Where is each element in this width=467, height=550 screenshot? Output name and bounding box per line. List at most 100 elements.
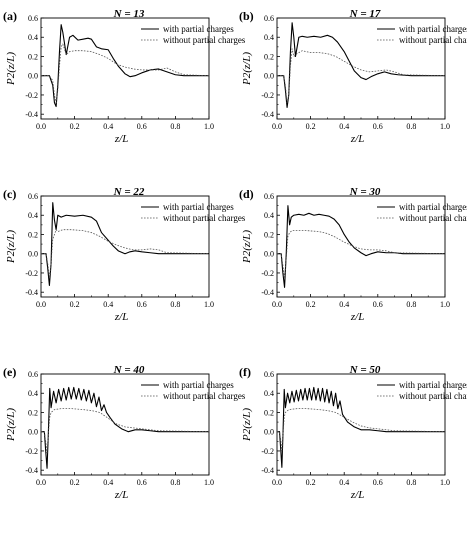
x-tick-label: 0.4: [103, 300, 113, 309]
chart-panel: (a) N = 13 0.0 0.2 0.4 0.6 0.8 1.0 -0.4 -0.2 0.0 0.…: [3, 8, 246, 145]
y-tick-label: 0.0: [28, 250, 38, 259]
x-tick-label: 0.4: [103, 478, 113, 487]
series-without-partial-charges: [277, 408, 445, 452]
legend-label-with: with partial charges: [399, 380, 467, 390]
x-axis-title: z/L: [114, 311, 128, 323]
series-with-partial-charges: [277, 205, 445, 288]
panel-letter: (c): [3, 187, 16, 201]
x-tick-label: 0.4: [339, 478, 349, 487]
x-axis-title: z/L: [350, 489, 364, 501]
y-tick-label: 0.0: [28, 72, 38, 81]
x-axis-title: z/L: [114, 133, 128, 145]
y-axis-title: P2(z/L): [241, 408, 253, 442]
x-tick-label: 0.8: [406, 122, 416, 131]
x-tick-label: 0.6: [373, 122, 383, 131]
legend-label-without: without partial charges: [163, 391, 246, 401]
y-tick-label: -0.2: [25, 269, 38, 278]
x-tick-label: 0.8: [170, 122, 180, 131]
y-tick-label: 0.2: [264, 52, 274, 61]
y-axis-title: P2(z/L): [5, 52, 17, 86]
x-tick-label: 1.0: [204, 300, 214, 309]
y-tick-label: -0.4: [261, 288, 274, 297]
y-tick-label: 0.6: [28, 14, 38, 23]
x-tick-label: 0.2: [70, 122, 80, 131]
chart-panel: (d) N = 30 0.0 0.2 0.4 0.6 0.8 1.0 -0.4 -0.2 0.0 0.…: [239, 186, 467, 323]
y-tick-label: 0.2: [28, 408, 38, 417]
panel-letter: (f): [239, 365, 251, 379]
y-tick-label: 0.2: [28, 230, 38, 239]
y-tick-label: 0.0: [264, 428, 274, 437]
legend-label-without: without partial charges: [399, 213, 467, 223]
y-axis-title: P2(z/L): [241, 52, 253, 86]
series-without-partial-charges: [41, 43, 209, 104]
y-tick-label: 0.2: [264, 230, 274, 239]
x-tick-label: 0.0: [36, 300, 46, 309]
y-tick-label: -0.4: [25, 288, 38, 297]
y-tick-label: -0.2: [25, 447, 38, 456]
x-tick-label: 1.0: [440, 122, 450, 131]
chart-panel: (c) N = 22 0.0 0.2 0.4 0.6 0.8 1.0 -0.4 -0.2 0.0 0.…: [3, 186, 246, 323]
panel-title: N = 17: [349, 8, 381, 20]
x-tick-label: 0.4: [339, 122, 349, 131]
y-tick-label: 0.4: [264, 33, 274, 42]
series-with-partial-charges: [277, 22, 445, 109]
y-tick-label: -0.2: [261, 447, 274, 456]
x-tick-label: 0.0: [272, 300, 282, 309]
y-axis-title: P2(z/L): [5, 408, 17, 442]
y-tick-label: 0.0: [264, 250, 274, 259]
y-axis-title: P2(z/L): [5, 230, 17, 264]
x-tick-label: 0.0: [272, 478, 282, 487]
x-tick-label: 0.8: [406, 478, 416, 487]
legend-label-without: without partial charges: [163, 213, 246, 223]
x-tick-label: 0.2: [70, 300, 80, 309]
y-tick-label: -0.2: [261, 269, 274, 278]
x-tick-label: 0.2: [306, 122, 316, 131]
x-tick-label: 0.2: [306, 300, 316, 309]
panel-letter: (d): [239, 187, 254, 201]
y-tick-label: 0.6: [264, 14, 274, 23]
y-tick-label: 0.6: [28, 370, 38, 379]
y-tick-label: 0.2: [28, 52, 38, 61]
y-tick-label: 0.4: [28, 389, 38, 398]
legend-label-without: without partial charges: [399, 391, 467, 401]
legend-label-with: with partial charges: [399, 202, 467, 212]
y-tick-label: 0.0: [28, 428, 38, 437]
x-tick-label: 0.6: [373, 478, 383, 487]
chart-panel: (f) N = 50 0.0 0.2 0.4 0.6 0.8 1.0 -0.4 -0.2 0.0 0.…: [239, 364, 467, 501]
panel-title: N = 30: [349, 186, 381, 198]
chart-panel: (e) N = 40 0.0 0.2 0.4 0.6 0.8 1.0 -0.4 -0.2 0.0 0.…: [3, 364, 246, 501]
x-tick-label: 1.0: [204, 478, 214, 487]
y-tick-label: 0.4: [28, 211, 38, 220]
x-tick-label: 0.8: [170, 300, 180, 309]
y-tick-label: 0.0: [264, 72, 274, 81]
y-tick-label: 0.4: [264, 389, 274, 398]
series-with-partial-charges: [41, 386, 209, 469]
y-tick-label: 0.6: [264, 370, 274, 379]
x-tick-label: 0.4: [339, 300, 349, 309]
x-axis-title: z/L: [114, 489, 128, 501]
panel-letter: (b): [239, 9, 254, 23]
legend-label-with: with partial charges: [163, 202, 234, 212]
y-tick-label: 0.4: [264, 211, 274, 220]
panel-title: N = 50: [349, 364, 381, 376]
y-tick-label: 0.6: [28, 192, 38, 201]
series-without-partial-charges: [41, 408, 209, 454]
y-tick-label: -0.4: [261, 110, 274, 119]
x-tick-label: 0.2: [306, 478, 316, 487]
x-tick-label: 1.0: [204, 122, 214, 131]
x-tick-label: 0.6: [373, 300, 383, 309]
series-with-partial-charges: [41, 202, 209, 287]
y-tick-label: -0.2: [261, 91, 274, 100]
x-tick-label: 0.0: [36, 122, 46, 131]
y-axis-title: P2(z/L): [241, 230, 253, 264]
y-tick-label: -0.4: [25, 466, 38, 475]
series-without-partial-charges: [277, 48, 445, 104]
panel-title: N = 13: [113, 8, 145, 20]
x-axis-title: z/L: [350, 311, 364, 323]
y-tick-label: 0.2: [264, 408, 274, 417]
x-tick-label: 0.0: [272, 122, 282, 131]
x-tick-label: 0.4: [103, 122, 113, 131]
legend-label-with: with partial charges: [399, 24, 467, 34]
series-without-partial-charges: [41, 229, 209, 279]
